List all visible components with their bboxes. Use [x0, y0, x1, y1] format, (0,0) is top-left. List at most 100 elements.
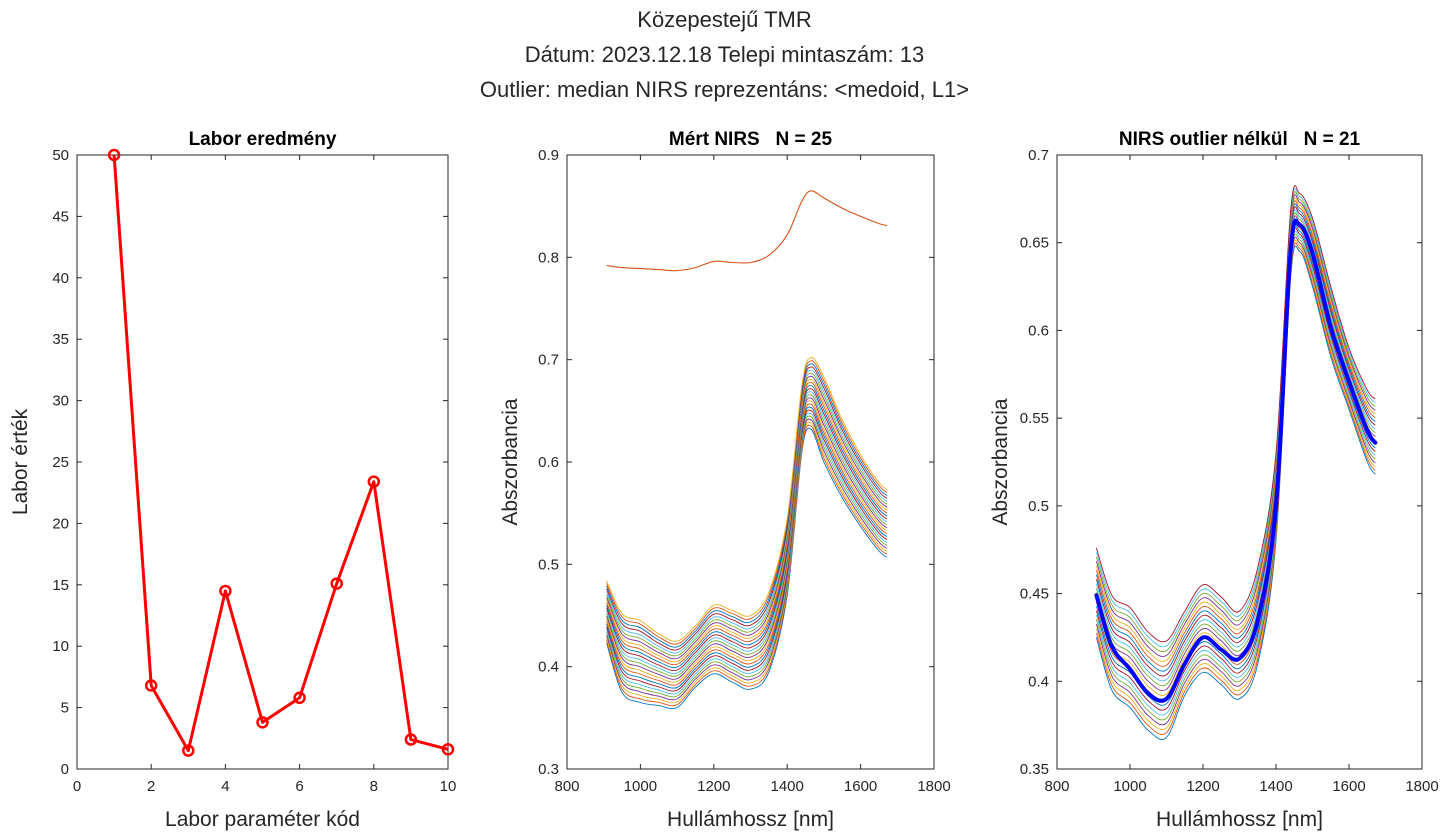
y-tick-label: 40: [52, 270, 69, 287]
x-tick-label: 0: [73, 778, 81, 795]
spectrum-line: [606, 400, 888, 683]
y-tick-label: 20: [52, 515, 69, 532]
spectrum-line: [1095, 197, 1376, 662]
spectrum-line: [606, 427, 888, 710]
data-point-marker: [144, 679, 158, 692]
data-point-marker: [441, 743, 455, 756]
y-tick-label: 0.5: [538, 556, 559, 573]
spectrum-line: [606, 421, 888, 704]
spectrum-line: [1095, 209, 1376, 682]
x-tick-label: 1800: [917, 778, 950, 795]
x-tick-label: 1400: [1259, 778, 1292, 795]
x-tick-label: 1800: [1405, 778, 1438, 795]
spectrum-line: [606, 388, 888, 671]
plot-area-box: [76, 154, 449, 770]
x-tick-label: 1200: [1186, 778, 1219, 795]
spectrum-line: [606, 415, 888, 698]
y-tick-label: 0.4: [1028, 673, 1049, 690]
x-tick-label: 10: [440, 778, 457, 795]
spectrum-line: [606, 397, 888, 680]
y-tick-label: 0.45: [1020, 586, 1049, 603]
spectrum-line: [606, 382, 888, 666]
data-point-marker: [182, 744, 195, 757]
spectrum-line: [606, 375, 888, 660]
y-axis-label: Abszorbancia: [499, 398, 522, 526]
y-tick-label: 0: [61, 761, 69, 778]
y-tick-label: 0.65: [1020, 235, 1049, 252]
spectrum-line: [606, 369, 888, 654]
data-point-marker: [107, 148, 121, 162]
y-tick-label: 0.8: [538, 249, 559, 266]
x-tick-label: 800: [554, 778, 579, 795]
spectra-group: [606, 357, 888, 710]
data-point-marker: [330, 577, 343, 590]
panel-title: Labor eredmény: [189, 129, 337, 150]
x-tick-label: 4: [221, 778, 229, 795]
spectrum-line: [606, 372, 888, 657]
spectrum-line: [1095, 203, 1376, 672]
y-tick-label: 0.6: [1028, 322, 1049, 339]
x-tick-label: 8: [370, 778, 378, 795]
spectrum-line: [1095, 194, 1376, 657]
spectrum-line: [1095, 185, 1376, 643]
x-tick-label: 1600: [1332, 778, 1365, 795]
nirs-without-outlier-panel: 800 1000 1200 1400 1600 1800 0.35 0.4 0.45 0.5 0.5…: [989, 129, 1439, 831]
spectrum-line: [606, 424, 888, 707]
x-tick-label: 1000: [1113, 778, 1146, 795]
x-tick-label: 1000: [624, 778, 657, 795]
y-tick-label: 10: [52, 638, 69, 655]
y-tick-label: 5: [61, 700, 69, 717]
data-point-marker: [256, 716, 269, 729]
panel-title: NIRS outlier nélkül N = 21: [1119, 129, 1361, 150]
y-tick-label: 50: [52, 147, 69, 164]
spectrum-line: [1095, 230, 1376, 716]
y-tick-label: 25: [52, 454, 69, 471]
spectrum-line: [606, 391, 888, 674]
data-point-marker: [367, 475, 381, 488]
y-tick-label: 0.35: [1020, 761, 1049, 778]
axes: 800 1000 1200 1400 1600 1800 0.35 0.4 0.45 0.5 0.5…: [989, 129, 1439, 831]
series-line: [112, 154, 449, 753]
figure-title-line-3: Outlier: median NIRS reprezentáns: <medo…: [480, 77, 969, 102]
plot-area-box: [1056, 154, 1423, 770]
y-tick-label: 35: [52, 331, 69, 348]
spectrum-line: [1095, 227, 1376, 711]
spectrum-line: [606, 378, 888, 663]
y-tick-label: 0.3: [538, 761, 559, 778]
panel-title: Mért NIRS N = 25: [669, 129, 833, 150]
data-point-marker: [404, 733, 418, 746]
spectrum-line: [1095, 242, 1376, 736]
spectrum-line: [606, 366, 888, 651]
y-tick-label: 0.55: [1020, 410, 1049, 427]
y-tick-label: 45: [52, 208, 69, 225]
y-tick-label: 0.4: [538, 659, 559, 676]
spectrum-line: [1095, 239, 1376, 731]
spectrum-line: [606, 409, 888, 692]
y-tick-label: 0.9: [538, 147, 559, 164]
data-point-marker: [219, 584, 232, 598]
spectrum-line: [606, 394, 888, 677]
spectrum-line: [606, 385, 888, 669]
figure-title-line-2: Dátum: 2023.12.18 Telepi mintaszám: 13: [525, 42, 925, 67]
x-axis-label: Labor paraméter kód: [165, 808, 360, 831]
measured-nirs-panel: 800 1000 1200 1400 1600 1800 0.3 0.4 0.5 0.6 0.7 0.…: [499, 129, 951, 831]
axes: 0 2 4 6 8 10 0 5 10 15 20 25 30 35 40 45 50 Labor eredmén…: [9, 129, 456, 831]
y-tick-label: 30: [52, 393, 69, 410]
y-tick-label: 0.5: [1028, 498, 1049, 515]
x-tick-label: 1200: [697, 778, 730, 795]
data-point-marker: [293, 691, 306, 705]
figure-title-line-1: Közepestejű TMR: [637, 7, 811, 32]
spectrum-line: [1095, 233, 1376, 721]
spectrum-line: [1095, 206, 1376, 677]
spectrum-line: [1095, 188, 1376, 648]
spectrum-line: [606, 406, 888, 689]
spectrum-line: [606, 360, 888, 645]
spectrum-line: [1095, 212, 1376, 687]
medoid-spectrum-line: [1094, 218, 1378, 703]
x-tick-label: 6: [295, 778, 303, 795]
y-axis-label: Labor érték: [9, 408, 32, 515]
y-tick-label: 0.7: [538, 352, 559, 369]
x-tick-label: 1600: [844, 778, 877, 795]
spectrum-line: [606, 357, 888, 642]
